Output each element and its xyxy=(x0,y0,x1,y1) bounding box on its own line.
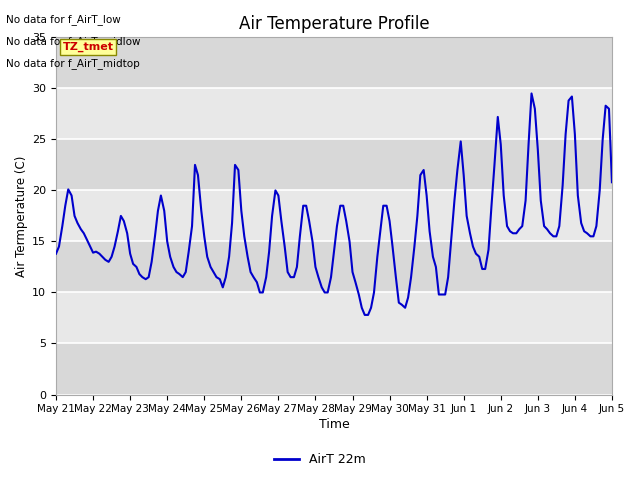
X-axis label: Time: Time xyxy=(319,419,349,432)
Bar xyxy=(56,139,612,191)
Bar xyxy=(56,37,612,88)
Y-axis label: Air Termperature (C): Air Termperature (C) xyxy=(15,155,28,276)
Title: Air Temperature Profile: Air Temperature Profile xyxy=(239,15,429,33)
Bar xyxy=(56,191,612,241)
Text: TZ_tmet: TZ_tmet xyxy=(63,42,113,52)
Bar xyxy=(56,292,612,344)
Bar xyxy=(56,88,612,139)
Text: No data for f_AirT_low: No data for f_AirT_low xyxy=(6,14,121,25)
Bar xyxy=(56,344,612,395)
Legend: AirT 22m: AirT 22m xyxy=(269,448,371,471)
Text: No data for f_AirT_midtop: No data for f_AirT_midtop xyxy=(6,58,140,69)
Text: No data for f_AirT_midlow: No data for f_AirT_midlow xyxy=(6,36,141,47)
Bar xyxy=(56,241,612,292)
